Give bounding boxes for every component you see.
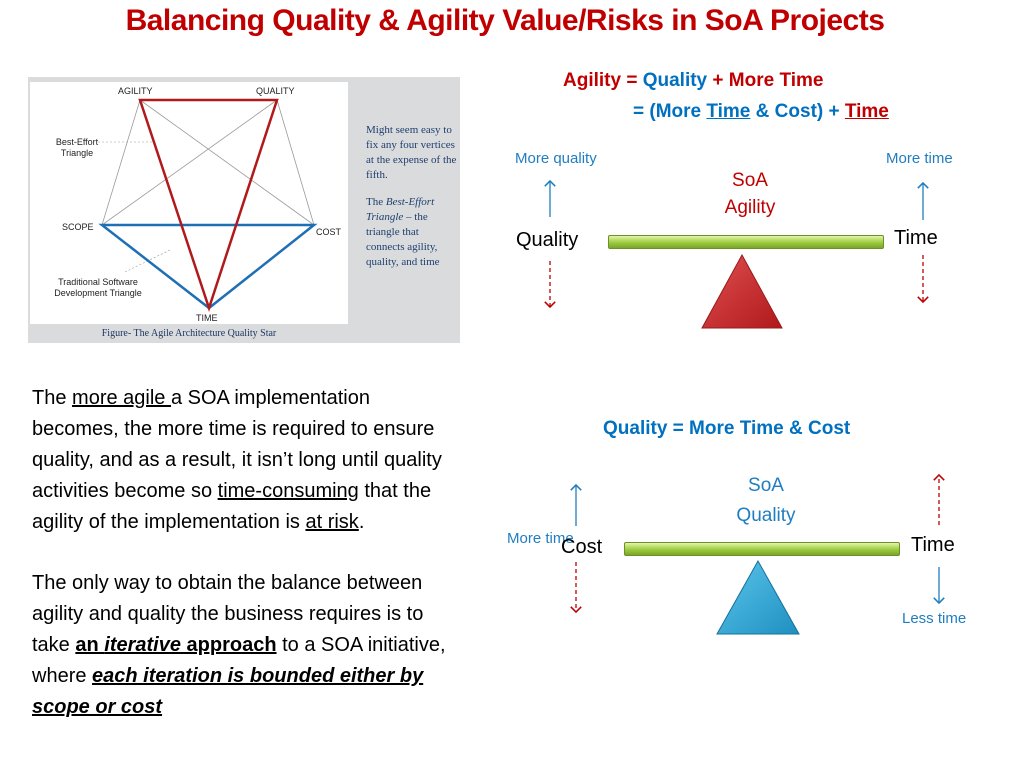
vertex-time-label: TIME xyxy=(196,313,218,323)
agility-formula2-cost: & Cost) + xyxy=(750,101,845,122)
p2-text-a: The only way to obtain the balance betwe… xyxy=(32,572,424,656)
p2-iterative-approach: an iterative approach xyxy=(75,634,276,656)
more-quality-label: More quality xyxy=(515,150,597,167)
star-line-agility-cost xyxy=(139,99,315,226)
pentagon-edge-agility-scope xyxy=(101,99,141,226)
agility-formula2-time-red: Time xyxy=(844,101,889,122)
agility-formula-more-time: + More Time xyxy=(707,70,824,91)
star-line-quality-scope xyxy=(101,99,278,226)
traditional-triangle xyxy=(98,223,318,310)
quality-star-canvas xyxy=(30,82,348,324)
best-effort-triangle xyxy=(138,98,279,312)
best-effort-triangle-label: Best-Effort Triangle xyxy=(52,137,102,159)
figure-caption: Figure- The Agile Architecture Quality S… xyxy=(101,328,277,339)
side-note-2: The Best-Effort Triangle – the triangle … xyxy=(366,195,458,270)
traditional-label-line-2: Development Triangle xyxy=(54,288,142,298)
p1-underline-more-agile: more agile xyxy=(72,387,171,409)
paragraph-iterative-approach: The only way to obtain the balance betwe… xyxy=(32,568,462,723)
p2-iterative: iterative xyxy=(104,634,181,656)
paragraph-agility-risk: The more agile a SOA implementation beco… xyxy=(32,383,462,538)
quality-right-time-label: Time xyxy=(911,534,955,556)
agility-formula2-a: = (More xyxy=(633,101,707,122)
agility-formula-quality: Quality xyxy=(642,70,708,91)
quality-star-diagram xyxy=(98,98,318,312)
soa-quality-label: SoA Quality xyxy=(716,471,816,531)
p1-underline-time-consuming: time-consuming xyxy=(217,480,359,502)
side-note-2-italic: Best-Effort Triangle xyxy=(366,196,435,223)
traditional-triangle-label: Traditional Software Development Triangl… xyxy=(34,277,162,299)
more-time-label-top: More time xyxy=(886,150,953,167)
p2-text-c: to a SOA initiative, where xyxy=(32,634,446,687)
agility-fulcrum xyxy=(701,253,783,329)
vertex-scope-label: SCOPE xyxy=(62,222,94,232)
side-note-2-prefix: The xyxy=(366,196,386,208)
soa-quality-line-1: SoA xyxy=(748,475,784,496)
p2-each-iteration: each iteration is bounded either by scop… xyxy=(32,665,424,718)
quality-formula: Quality = More Time & Cost xyxy=(603,418,851,439)
less-time-label: Less time xyxy=(902,610,967,627)
p1-text-d: . xyxy=(358,511,365,533)
p1-text-c: that the agility of the implementation i… xyxy=(32,480,432,533)
soa-agility-label: SoA Agility xyxy=(700,167,800,221)
quality-left-cost-label: Cost xyxy=(561,536,603,558)
quality-balance-diagram xyxy=(570,473,945,635)
agility-formula2-time-blue: Time xyxy=(706,101,751,122)
p1-text-b: a SOA implementation becomes, the more t… xyxy=(32,387,442,502)
p1-text-a: The xyxy=(32,387,73,409)
side-note-2-suffix: – the triangle that connects agility, qu… xyxy=(366,211,440,268)
agility-formula-line-1: Agility = Quality + More Time xyxy=(563,70,823,92)
soa-agility-line-1: SoA xyxy=(732,170,768,191)
body-text: The more agile a SOA implementation beco… xyxy=(32,383,462,753)
p2-an: an xyxy=(75,634,105,656)
agility-left-quality-label: Quality xyxy=(516,229,579,251)
agility-balance-beam xyxy=(608,235,884,249)
figure-side-note: Might seem easy to fix any four vertices… xyxy=(366,123,458,282)
agility-balance-diagram xyxy=(544,179,929,329)
traditional-label-line-1: Traditional Software xyxy=(58,277,138,287)
agility-formula-lhs: Agility = xyxy=(563,70,643,91)
pentagon-edge-quality-cost xyxy=(276,99,315,226)
best-effort-label-line-1: Best-Effort xyxy=(55,137,99,147)
agility-right-time-label: Time xyxy=(894,227,938,249)
soa-agility-line-2: Agility xyxy=(724,197,776,218)
quality-balance-beam xyxy=(624,542,900,556)
best-effort-label-line-2: Triangle xyxy=(60,148,94,158)
p1-underline-at-risk: at risk xyxy=(305,511,359,533)
more-time-label-bottom: More time xyxy=(507,530,574,547)
quality-fulcrum xyxy=(716,559,800,635)
side-note-1: Might seem easy to fix any four vertices… xyxy=(366,124,457,181)
p2-approach: approach xyxy=(180,634,277,656)
slide-title: Balancing Quality & Agility Value/Risks … xyxy=(125,4,885,37)
vertex-quality-label: QUALITY xyxy=(256,86,295,96)
agility-formula-line-2: = (More Time & Cost) + Time xyxy=(633,101,889,123)
vertex-cost-label: COST xyxy=(316,227,342,237)
soa-quality-line-2: Quality xyxy=(736,505,796,526)
vertex-agility-label: AGILITY xyxy=(118,86,153,96)
